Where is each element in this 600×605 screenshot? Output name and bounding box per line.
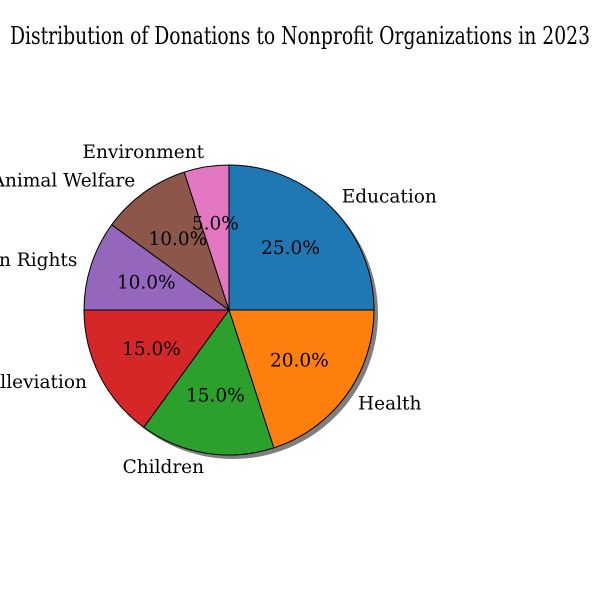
- percent-label-health: 20.0%: [270, 351, 329, 372]
- pie-slice-human-rights: [83, 224, 230, 311]
- category-label-animal-welfare: Animal Welfare: [0, 170, 135, 191]
- pie-slice-education: [228, 164, 375, 311]
- percent-labels: 25.0%20.0%15.0%15.0%10.0%10.0%5.0%: [117, 214, 329, 407]
- percent-label-children: 15.0%: [186, 385, 245, 406]
- pie-slices: [83, 164, 375, 456]
- category-label-human-rights: Human Rights: [0, 250, 77, 271]
- category-labels: Education Health Children Poverty Alleviati…: [0, 142, 437, 478]
- pie-slice-poverty-alleviation: [83, 309, 230, 428]
- category-label-environment: Environment: [83, 142, 205, 163]
- percent-label-poverty-alleviation: 15.0%: [122, 339, 181, 360]
- category-label-poverty-alleviation: Poverty Alleviation: [0, 372, 87, 393]
- pie-slice-environment: [183, 164, 230, 311]
- pie-slice-children: [143, 309, 275, 456]
- category-label-children: Children: [123, 457, 205, 478]
- pie-slice-health: [228, 309, 375, 449]
- percent-label-education: 25.0%: [261, 238, 320, 259]
- category-label-health: Health: [358, 393, 421, 414]
- percent-label-environment: 5.0%: [192, 214, 239, 235]
- percent-label-animal-welfare: 10.0%: [148, 229, 207, 250]
- chart-title: Distribution of Donations to Nonprofit O…: [10, 22, 590, 50]
- percent-label-human-rights: 10.0%: [117, 273, 176, 294]
- pie-slice-animal-welfare: [111, 171, 230, 311]
- category-label-education: Education: [342, 187, 437, 208]
